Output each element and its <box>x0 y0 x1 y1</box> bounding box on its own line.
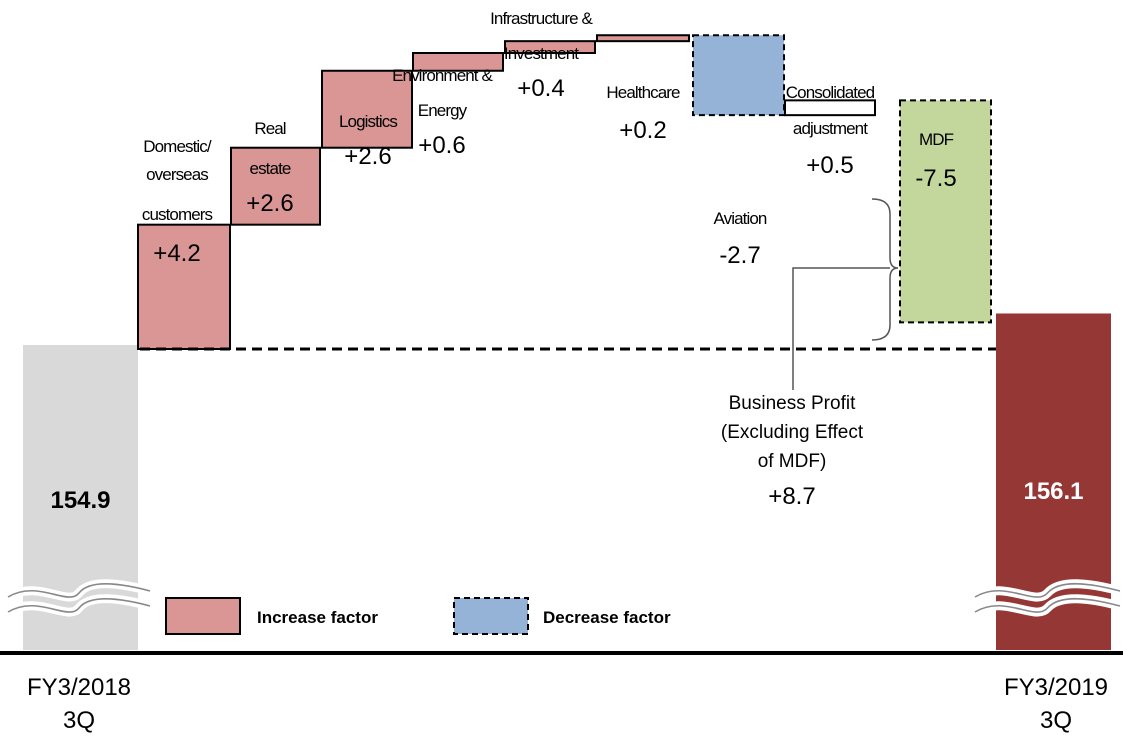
step-value-1: +2.6 <box>246 190 293 217</box>
step-value-4: +0.4 <box>517 75 564 102</box>
step-label-7-line-1: adjustment <box>793 119 868 138</box>
step-label-6-line-0: Aviation <box>714 209 767 228</box>
annotation-leader-line <box>792 267 890 390</box>
x-tick-start-line-0: FY3/2018 <box>27 674 131 701</box>
step-value-3: +0.6 <box>418 132 465 159</box>
legend-label-decrease: Decrease factor <box>543 608 671 627</box>
step-label-4-line-0: Infrastructure & <box>490 9 593 28</box>
step-label-4-line-1: Investment <box>504 44 579 63</box>
step-bar-6 <box>692 34 785 117</box>
step-bar-7 <box>784 99 876 117</box>
annotation-value: +8.7 <box>768 483 815 510</box>
step-label-1-line-0: Real <box>254 119 285 138</box>
step-bar-0 <box>137 223 231 350</box>
step-label-0-line-1: overseas <box>146 165 208 184</box>
end-bar-value: 156.1 <box>1023 478 1083 505</box>
step-bar-5 <box>596 34 690 43</box>
step-label-3-line-0: Environment & <box>392 66 493 85</box>
step-value-2: +2.6 <box>344 143 391 170</box>
legend-label-increase: Increase factor <box>257 608 378 627</box>
x-tick-end-line-1: 3Q <box>1040 707 1072 734</box>
step-value-0: +4.2 <box>153 240 200 267</box>
x-tick-start-line-1: 3Q <box>63 707 95 734</box>
step-value-8: -7.5 <box>915 165 956 192</box>
step-bar-8 <box>899 99 992 324</box>
legend-swatch-increase <box>165 597 241 635</box>
step-label-1-line-1: estate <box>250 159 291 178</box>
step-bar-3 <box>412 52 504 72</box>
step-bar-4 <box>504 40 596 54</box>
step-label-7-line-0: Consolidated <box>786 83 875 102</box>
step-label-5-line-0: Healthcare <box>606 83 680 102</box>
legend-swatch-decrease <box>453 597 529 635</box>
axis-break-wave-1 <box>7 597 151 613</box>
annotation-line-2: of MDF) <box>758 451 827 472</box>
step-value-7: +0.5 <box>806 152 853 179</box>
step-bar-1 <box>230 146 321 226</box>
step-label-0-line-2: customers <box>142 205 213 224</box>
step-value-6: -2.7 <box>719 242 760 269</box>
step-value-5: +0.2 <box>619 117 666 144</box>
annotation-brace <box>871 198 899 341</box>
step-label-8-line-0: MDF <box>919 130 954 149</box>
annotation-line-0: Business Profit <box>729 393 856 414</box>
step-bar-2 <box>321 69 413 149</box>
x-tick-end-line-0: FY3/2019 <box>1004 674 1108 701</box>
start-bar-value: 154.9 <box>50 487 110 514</box>
annotation-line-1: (Excluding Effect <box>721 422 864 443</box>
axis-break-wave-2 <box>974 582 1121 598</box>
step-label-3-line-1: Energy <box>418 101 468 120</box>
axis-break-wave-0 <box>7 582 151 598</box>
axis-break-wave-3 <box>974 597 1121 613</box>
step-label-0-line-0: Domestic/ <box>143 137 212 156</box>
step-label-2-line-0: Logistics <box>339 112 397 131</box>
